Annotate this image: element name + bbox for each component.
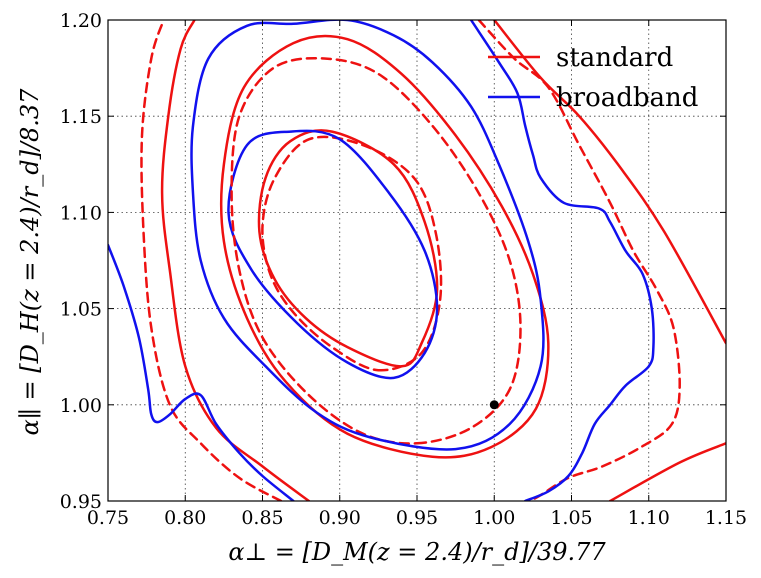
contour-standard-8 <box>608 442 726 501</box>
legend: standard broadband <box>488 43 698 113</box>
contour-standard-dashed-4 <box>230 56 522 445</box>
contour-lines <box>108 20 726 501</box>
x-tick-label: 0.80 <box>164 507 206 529</box>
y-tick-label: 1.15 <box>60 106 102 128</box>
fiducial-marker-layer <box>489 400 499 410</box>
contour-broadband-5 <box>190 20 545 451</box>
x-tick-label: 0.75 <box>87 507 129 529</box>
contour-broadband-11 <box>108 243 295 501</box>
contour-broadband-12 <box>469 20 655 501</box>
x-tick-label: 1.05 <box>550 507 592 529</box>
x-tick-label: 0.85 <box>241 507 283 529</box>
y-axis-ticks: 0.95 1.00 1.05 1.10 1.15 1.20 <box>60 10 726 513</box>
y-tick-label: 0.95 <box>60 491 102 513</box>
contour-standard-3 <box>219 34 550 459</box>
legend-label-standard: standard <box>556 43 673 73</box>
y-tick-label: 1.20 <box>60 10 102 32</box>
x-tick-label: 1.00 <box>473 507 515 529</box>
contour-standard-dashed-9 <box>140 20 283 501</box>
x-axis-label: α⊥ = [D_M(z = 2.4)/r_d]/39.77 <box>228 538 606 566</box>
legend-label-broadband: broadband <box>556 83 698 113</box>
y-tick-label: 1.05 <box>60 299 102 321</box>
contour-standard-0 <box>257 129 439 368</box>
x-axis-ticks: 0.75 0.80 0.85 0.90 0.95 1.00 1.05 1.10 1.15 <box>87 20 747 529</box>
contour-standard-7 <box>493 20 726 345</box>
contour-broadband-2 <box>227 129 439 380</box>
x-tick-label: 0.95 <box>396 507 438 529</box>
contour-standard-dashed-10 <box>477 20 681 501</box>
x-tick-label: 1.10 <box>628 507 670 529</box>
contour-standard-dashed-1 <box>261 135 443 372</box>
y-tick-label: 1.00 <box>60 395 102 417</box>
contour-standard-6 <box>160 20 311 501</box>
x-tick-label: 0.90 <box>319 507 361 529</box>
y-axis-label: α∥ = [D_H(z = 2.4)/r_d]/8.37 <box>16 88 44 436</box>
fiducial-point <box>489 400 499 410</box>
y-tick-label: 1.10 <box>60 202 102 224</box>
x-tick-label: 1.15 <box>705 507 747 529</box>
